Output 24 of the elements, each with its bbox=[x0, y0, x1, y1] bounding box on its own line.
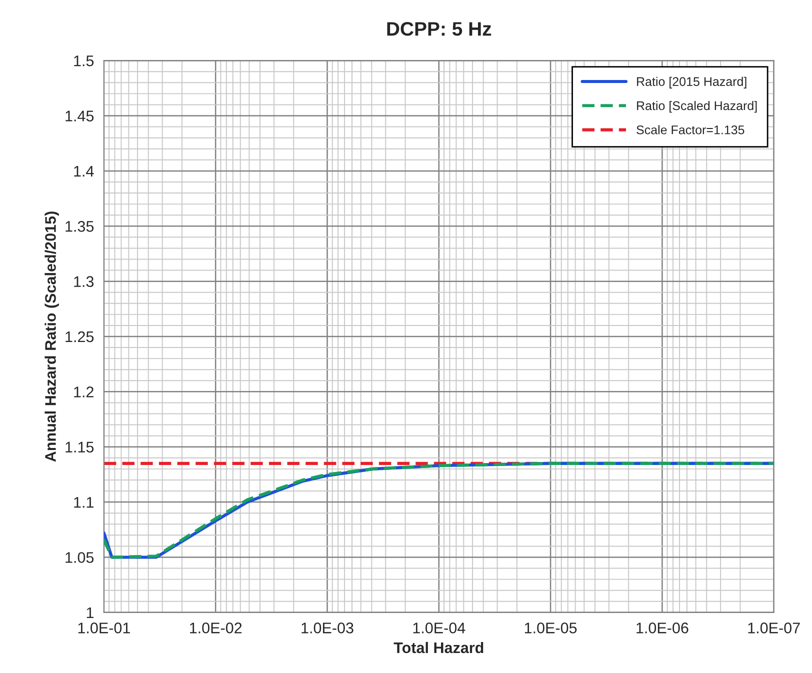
x-axis-title: Total Hazard bbox=[394, 642, 484, 654]
y-tick-label: 1.4 bbox=[74, 166, 94, 176]
x-tick-label: 1.0E-07 bbox=[748, 622, 800, 634]
y-tick-label: 1 bbox=[86, 607, 94, 618]
y-tick-label: 1.45 bbox=[66, 110, 94, 122]
x-tick-label: 1.0E-02 bbox=[190, 622, 242, 634]
y-tick-label: 1.5 bbox=[74, 56, 94, 66]
x-tick-label: 1.0E-06 bbox=[636, 622, 688, 634]
x-tick-label: 1.0E-05 bbox=[524, 622, 577, 634]
y-tick-label: 1.1 bbox=[74, 497, 94, 508]
y-tick-label: 1.3 bbox=[74, 276, 94, 287]
y-tick-label: 1.15 bbox=[66, 442, 94, 453]
y-tick-label: 1.2 bbox=[74, 386, 94, 398]
x-tick-label: 1.0E-03 bbox=[302, 622, 354, 634]
legend-label: Ratio [2015 Hazard] bbox=[637, 76, 746, 88]
x-tick-label: 1.0E-01 bbox=[78, 622, 130, 634]
x-tick-label: 1.0E-04 bbox=[413, 622, 466, 634]
legend-label: Scale Factor=1.135 bbox=[636, 125, 744, 134]
chart-title: DCPP: 5 Hz bbox=[387, 22, 492, 36]
y-axis-title: Annual Hazard Ratio (Scaled/2015) bbox=[44, 212, 59, 462]
y-tick-label: 1.35 bbox=[66, 220, 94, 232]
legend-label: Ratio [Scaled Hazard] bbox=[637, 100, 757, 113]
y-tick-label: 1.05 bbox=[66, 552, 94, 563]
y-tick-label: 1.25 bbox=[66, 331, 94, 342]
